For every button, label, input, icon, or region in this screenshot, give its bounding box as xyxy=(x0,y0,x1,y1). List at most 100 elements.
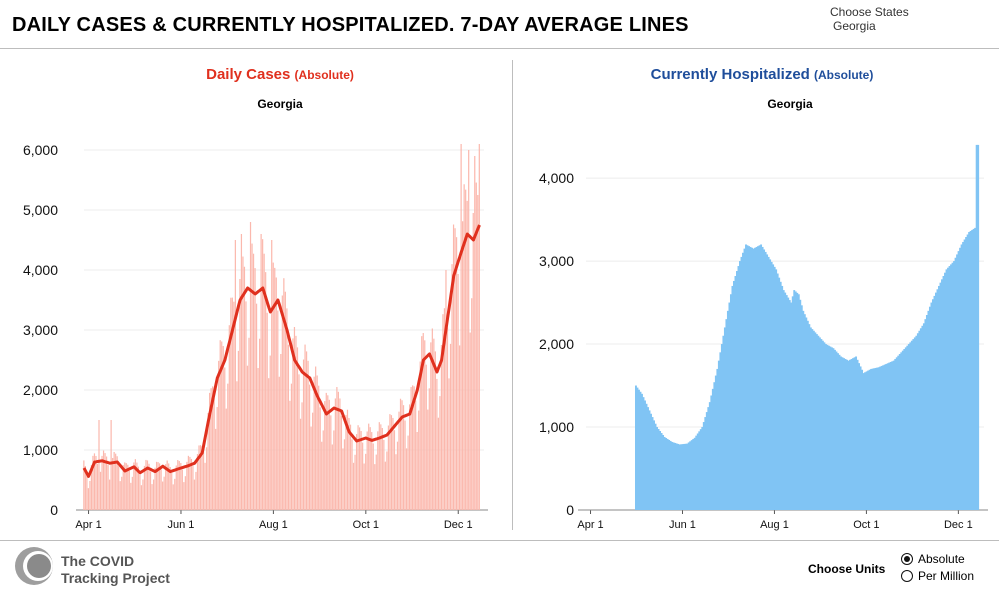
hosp-bar xyxy=(729,294,732,510)
hosp-bar xyxy=(966,234,969,511)
cases-bar xyxy=(162,481,164,510)
hosp-bar xyxy=(719,352,722,510)
units-option-per-million-label: Per Million xyxy=(918,569,975,583)
cases-bar xyxy=(145,459,147,510)
cases-bar xyxy=(142,479,144,510)
cases-bar xyxy=(401,400,403,510)
cases-bar xyxy=(166,460,168,510)
hosp-bar xyxy=(862,373,865,510)
hosp-y-tick-label: 2,000 xyxy=(539,336,574,352)
hosp-bar xyxy=(898,354,901,510)
cases-bar xyxy=(396,441,399,510)
cases-bar xyxy=(289,400,291,510)
hosp-bar xyxy=(638,389,640,510)
cases-bar xyxy=(219,340,221,510)
cases-bar xyxy=(233,301,235,510)
hosp-bar xyxy=(957,251,960,510)
cases-title-text: Daily Cases xyxy=(206,66,291,83)
cases-bar xyxy=(352,462,355,510)
cases-bar xyxy=(112,457,114,510)
hosp-bar xyxy=(711,388,714,510)
state-selector-value[interactable]: Georgia xyxy=(833,19,876,33)
cases-bar xyxy=(440,345,443,510)
radio-per-million[interactable] xyxy=(901,570,913,582)
hosp-bar xyxy=(681,444,684,510)
cases-x-tick-label: Aug 1 xyxy=(259,519,288,531)
cases-title-unit: (Absolute) xyxy=(294,68,354,82)
hosp-bar xyxy=(960,244,963,510)
hosp-bar xyxy=(634,385,637,510)
hosp-bar xyxy=(855,356,858,510)
cases-bar xyxy=(222,346,224,510)
hosp-bar xyxy=(919,328,922,510)
hosp-bar xyxy=(830,347,833,510)
state-selector-label: Choose States xyxy=(830,5,909,19)
cases-bar xyxy=(321,441,323,510)
cases-bar xyxy=(371,432,373,510)
cases-bar xyxy=(254,268,256,510)
cases-bar xyxy=(134,459,136,510)
hosp-bar xyxy=(921,325,924,510)
hosp-bar xyxy=(865,371,868,510)
cases-bar xyxy=(330,415,332,510)
cases-bar xyxy=(475,182,477,511)
cases-y-tick-label: 0 xyxy=(50,502,58,518)
hosp-bar xyxy=(651,417,654,510)
cases-bar xyxy=(245,301,247,510)
hosp-bar xyxy=(826,344,829,510)
cases-bar xyxy=(221,341,223,510)
hosp-bar xyxy=(833,349,836,510)
cases-bar xyxy=(242,256,244,510)
hosp-bar xyxy=(698,431,701,510)
cases-bar xyxy=(252,253,255,511)
hosp-bar xyxy=(873,368,876,510)
cases-bar xyxy=(472,213,474,510)
cases-bar xyxy=(266,312,268,510)
radio-absolute[interactable] xyxy=(901,553,913,565)
cases-bar xyxy=(339,398,341,510)
hosp-bar xyxy=(843,358,845,510)
cases-bar xyxy=(318,385,320,510)
cases-bar xyxy=(302,359,305,510)
units-option-absolute[interactable]: Absolute xyxy=(901,552,965,566)
hosp-bar xyxy=(788,300,791,510)
cases-bar xyxy=(243,266,246,510)
hosp-bar xyxy=(796,292,799,510)
cases-bar xyxy=(119,481,121,510)
hosp-bar xyxy=(818,337,821,510)
cases-bar xyxy=(143,465,146,510)
hosp-bar xyxy=(678,444,681,510)
state-selector[interactable]: Choose States Georgia xyxy=(830,5,909,33)
cases-bar xyxy=(443,308,446,510)
cases-bar xyxy=(240,234,243,510)
cases-bar xyxy=(307,360,309,510)
cases-bar xyxy=(202,448,205,510)
cases-bar xyxy=(359,427,361,510)
hosp-bar xyxy=(802,310,805,510)
hosp-bar xyxy=(787,297,790,510)
cases-bar xyxy=(227,383,229,510)
cases-bar xyxy=(184,476,186,510)
cases-bar xyxy=(410,387,412,510)
units-option-per-million[interactable]: Per Million xyxy=(901,569,974,583)
cases-bar xyxy=(427,409,429,510)
cases-bar xyxy=(404,420,406,510)
hosp-bar xyxy=(704,417,707,510)
cases-bar xyxy=(104,453,106,510)
hosp-y-tick-label: 1,000 xyxy=(539,419,574,435)
cases-bar xyxy=(231,297,233,510)
hosp-bar xyxy=(684,443,687,510)
hosp-bar xyxy=(781,285,784,510)
hosp-bar xyxy=(790,302,793,510)
hosp-bar xyxy=(962,241,965,510)
cases-bar xyxy=(255,303,258,510)
cases-bar xyxy=(392,417,394,510)
hosp-bar xyxy=(909,342,912,510)
cases-bar xyxy=(309,384,311,510)
cases-bar xyxy=(110,420,112,510)
cases-bar xyxy=(345,414,347,510)
cases-bar xyxy=(463,184,465,510)
cases-bar xyxy=(271,240,273,510)
hosp-bar xyxy=(812,330,815,510)
hosp-bar xyxy=(654,423,657,510)
